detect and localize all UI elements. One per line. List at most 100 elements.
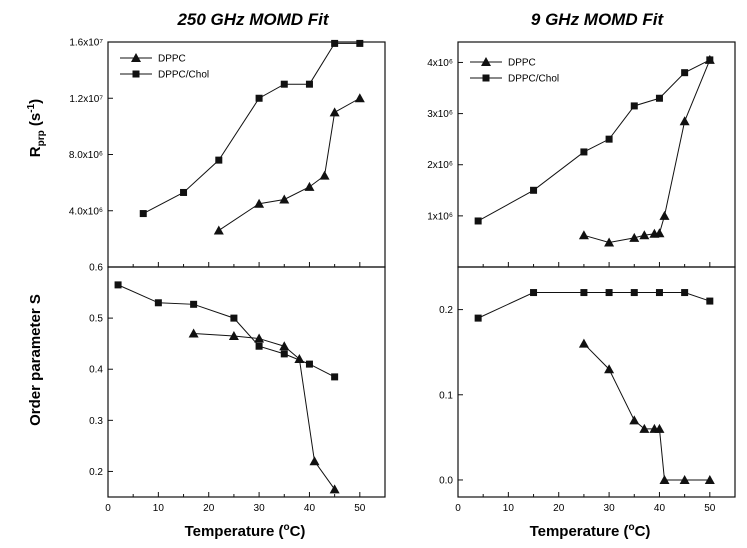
- data-point: [704, 474, 715, 484]
- data-point: [604, 364, 615, 374]
- series-line-dppc: [193, 332, 336, 490]
- data-point: [254, 198, 265, 208]
- x-tick-label: 30: [254, 503, 266, 514]
- data-point: [530, 289, 538, 297]
- data-point: [605, 135, 613, 143]
- ylabel-order-parameter: Order parameter S: [27, 294, 44, 426]
- y-tick-label: 0.2: [89, 467, 103, 478]
- legend-marker: [481, 57, 491, 66]
- data-point: [180, 188, 188, 196]
- data-point: [331, 39, 339, 47]
- data-point: [254, 333, 265, 343]
- y-tick-label: 3x10⁶: [427, 109, 453, 120]
- y-tick-label: 4.0x10⁶: [69, 206, 103, 217]
- y-tick-label: 1.6x10⁷: [69, 38, 103, 49]
- legend-label: DPPC: [158, 54, 186, 65]
- plot-frame: [457, 41, 736, 268]
- data-point: [188, 328, 199, 338]
- data-point: [578, 230, 589, 240]
- x-tick-label: 50: [354, 503, 366, 514]
- data-point: [114, 281, 122, 289]
- legend-marker: [482, 74, 490, 82]
- y-tick-label: 1x10⁶: [427, 211, 453, 222]
- series-line-dppc: [583, 343, 710, 481]
- series-line-dppc-chol: [117, 284, 335, 378]
- title-9ghz: 9 GHz MOMD Fit: [531, 10, 665, 29]
- x-tick-label: 20: [203, 503, 215, 514]
- data-point: [681, 69, 689, 77]
- x-tick-label: 10: [153, 503, 165, 514]
- data-point: [329, 484, 340, 494]
- panel-bottom-left: 0.2 0.3 0.4 0.5 0.6 0 10 20 30 40 50: [89, 263, 386, 514]
- data-point: [331, 373, 339, 381]
- y-tick-label: 8.0x10⁶: [69, 150, 103, 161]
- x-tick-label: 10: [503, 503, 515, 514]
- legend-marker: [131, 53, 141, 62]
- data-point: [679, 474, 690, 484]
- panel-top-left: 4.0x10⁶ 8.0x10⁶ 1.2x10⁷ 1.6x10⁷ DPPC DPPC/Cho…: [69, 38, 386, 268]
- data-point: [659, 210, 670, 220]
- data-point: [659, 474, 670, 484]
- data-point: [215, 156, 223, 164]
- data-point: [309, 456, 320, 466]
- series-line-dppc-chol: [477, 292, 710, 319]
- panel-top-right: 1x10⁶ 2x10⁶ 3x10⁶ 4x10⁶ DPPC DPPC/Chol: [427, 41, 736, 268]
- data-point: [305, 360, 313, 368]
- data-point: [655, 94, 663, 102]
- data-point: [578, 338, 589, 348]
- series-line-dppc: [583, 59, 711, 243]
- data-point: [304, 181, 315, 191]
- data-point: [329, 107, 340, 117]
- y-tick-label: 4x10⁶: [427, 58, 453, 69]
- data-point: [280, 80, 288, 88]
- y-tick-label: 0.5: [89, 314, 103, 325]
- data-point: [279, 341, 290, 351]
- data-point: [139, 210, 147, 218]
- x-tick-label: 40: [654, 503, 666, 514]
- series-line-dppc-chol: [143, 42, 360, 215]
- data-point: [580, 148, 588, 156]
- data-point: [654, 423, 665, 433]
- plot-frame: [107, 41, 386, 268]
- y-tick-label: 0.3: [89, 416, 103, 427]
- y-tick-label: 0.4: [89, 365, 103, 376]
- data-point: [213, 225, 224, 235]
- legend-label: DPPC: [508, 58, 536, 69]
- plot-frame: [457, 266, 736, 498]
- data-point: [654, 228, 665, 238]
- x-tick-label: 0: [105, 503, 111, 514]
- data-point: [629, 415, 640, 425]
- xlabel-right: Temperature (oC): [530, 522, 651, 540]
- legend: DPPC DPPC/Chol: [120, 53, 209, 81]
- ylabel-rprp: Rprp (s-1): [26, 99, 47, 157]
- data-point: [255, 94, 263, 102]
- data-point: [706, 56, 714, 64]
- data-point: [630, 289, 638, 297]
- panel-bottom-right: 0.0 0.1 0.2 0 10 20 30 40 50: [439, 266, 736, 514]
- plot-frame: [107, 266, 386, 498]
- data-point: [605, 289, 613, 297]
- legend-label: DPPC/Chol: [158, 70, 209, 81]
- legend-label: DPPC/Chol: [508, 74, 559, 85]
- xlabel-left: Temperature (oC): [185, 522, 306, 540]
- data-point: [228, 331, 239, 340]
- data-point: [279, 194, 290, 204]
- data-point: [639, 423, 650, 433]
- data-point: [679, 116, 690, 126]
- data-point: [474, 314, 482, 322]
- data-point: [154, 299, 162, 307]
- data-point: [356, 39, 364, 47]
- series-line-dppc-chol: [477, 59, 711, 222]
- data-point: [190, 300, 198, 308]
- y-tick-label: 0.2: [439, 305, 453, 316]
- x-tick-label: 40: [304, 503, 316, 514]
- y-tick-label: 0.6: [89, 263, 103, 274]
- data-point: [604, 237, 615, 247]
- data-point: [580, 289, 588, 297]
- title-250ghz: 250 GHz MOMD Fit: [176, 10, 329, 29]
- x-tick-label: 0: [455, 503, 461, 514]
- data-point: [280, 350, 288, 358]
- legend-marker: [132, 70, 140, 78]
- data-point: [474, 217, 482, 225]
